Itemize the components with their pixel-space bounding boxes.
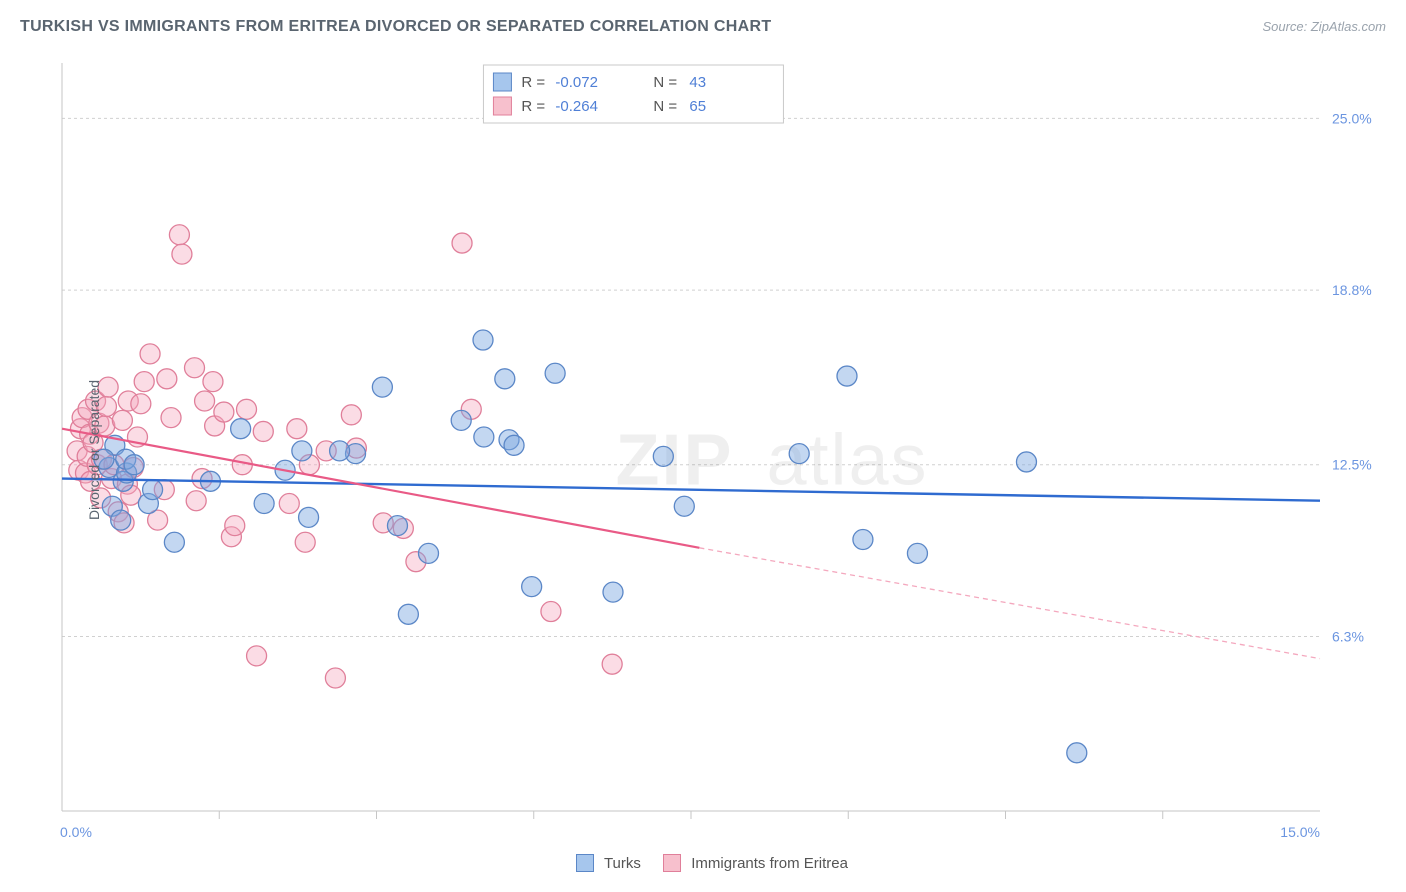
legend-swatch-turks: [576, 854, 594, 872]
svg-text:18.8%: 18.8%: [1332, 282, 1372, 298]
legend-label-turks: Turks: [604, 855, 641, 872]
svg-text:25.0%: 25.0%: [1332, 110, 1372, 126]
svg-text:N =: N =: [653, 74, 677, 91]
source-label: Source: ZipAtlas.com: [1262, 19, 1386, 34]
svg-text:43: 43: [689, 74, 706, 91]
svg-text:12.5%: 12.5%: [1332, 457, 1372, 473]
svg-text:atlas: atlas: [766, 421, 928, 501]
svg-text:R =: R =: [521, 74, 545, 91]
svg-text:-0.264: -0.264: [555, 98, 598, 115]
bottom-legend: Turks Immigrants from Eritrea: [0, 854, 1406, 872]
chart-container: Divorced or Separated 6.3%12.5%18.8%25.0…: [32, 55, 1382, 845]
chart-title: TURKISH VS IMMIGRANTS FROM ERITREA DIVOR…: [20, 18, 771, 36]
svg-text:-0.072: -0.072: [555, 74, 598, 91]
svg-text:0.0%: 0.0%: [60, 824, 92, 840]
svg-text:65: 65: [689, 98, 706, 115]
svg-text:N =: N =: [653, 98, 677, 115]
svg-text:R =: R =: [521, 98, 545, 115]
svg-text:15.0%: 15.0%: [1280, 824, 1320, 840]
svg-text:6.3%: 6.3%: [1332, 628, 1364, 644]
legend-label-eritrea: Immigrants from Eritrea: [691, 855, 848, 872]
legend-swatch-eritrea: [663, 854, 681, 872]
y-axis-label: Divorced or Separated: [86, 380, 102, 520]
scatter-chart: 6.3%12.5%18.8%25.0%0.0%15.0%ZIPatlasR =-…: [32, 55, 1382, 845]
